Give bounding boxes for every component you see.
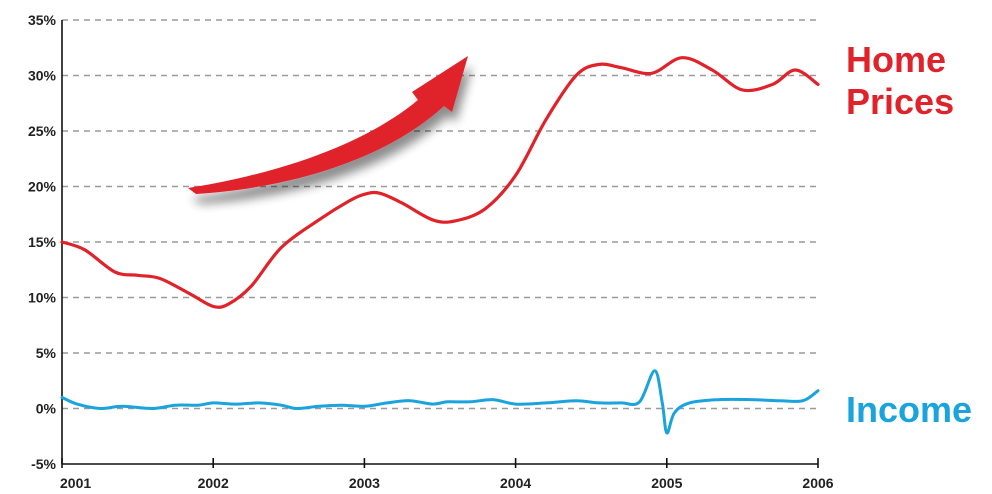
series-line-home-prices xyxy=(60,56,820,309)
series-label-income: Income xyxy=(846,389,972,430)
y-tick-label: 15% xyxy=(28,234,57,250)
y-tick-label: 5% xyxy=(36,345,57,361)
x-tick-label: 2004 xyxy=(500,475,531,491)
x-tick-label: 2006 xyxy=(802,475,833,491)
x-tick-label: 2001 xyxy=(60,475,91,491)
series-labels: Home Prices Income xyxy=(846,39,972,430)
series-lines xyxy=(60,56,820,435)
y-tick-label: 30% xyxy=(28,68,57,84)
y-tick-label: 25% xyxy=(28,123,57,139)
y-tick-label: 0% xyxy=(36,401,57,417)
x-tick-label: 2005 xyxy=(651,475,682,491)
upward-trend-arrow xyxy=(188,56,468,194)
gridlines xyxy=(62,19,818,410)
y-tick-label: 10% xyxy=(28,290,57,306)
y-tick-label: 20% xyxy=(28,179,57,195)
series-label-home-prices: Home Prices xyxy=(846,39,954,122)
x-tick-label: 2002 xyxy=(198,475,229,491)
y-tick-labels: 35% 30% 25% 20% 15% 10% 5% 0% -5% xyxy=(28,12,57,472)
y-tick-label: 35% xyxy=(28,12,57,28)
y-tick-label: -5% xyxy=(31,456,56,472)
series-line-income xyxy=(60,369,820,435)
x-tick-labels: 2001 2002 2003 2004 2005 2006 xyxy=(60,475,834,491)
x-tick-label: 2003 xyxy=(349,475,380,491)
